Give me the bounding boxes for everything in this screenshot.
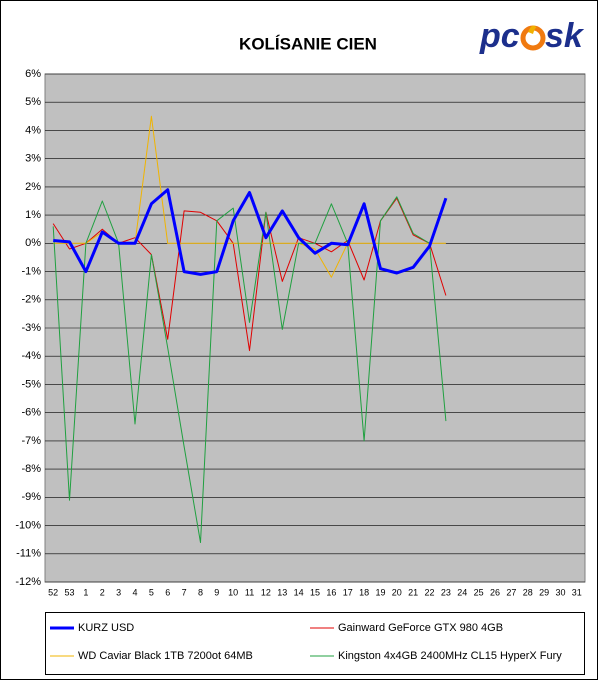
y-tick-label: 1% bbox=[25, 209, 41, 221]
x-tick-label: 25 bbox=[474, 587, 484, 597]
x-tick-label: 30 bbox=[555, 587, 565, 597]
y-tick-label: -3% bbox=[21, 322, 41, 334]
y-tick-label: -11% bbox=[16, 548, 41, 560]
x-tick-label: 28 bbox=[523, 587, 533, 597]
logo-flame bbox=[520, 25, 546, 51]
x-tick-label: 17 bbox=[343, 587, 353, 597]
y-tick-label: 5% bbox=[25, 96, 41, 108]
x-tick-label: 21 bbox=[408, 587, 418, 597]
x-tick-label: 53 bbox=[65, 587, 75, 597]
x-tick-label: 4 bbox=[132, 587, 137, 597]
x-tick-label: 10 bbox=[228, 587, 238, 597]
x-tick-label: 9 bbox=[214, 587, 219, 597]
legend-label: Gainward GeForce GTX 980 4GB bbox=[338, 622, 503, 634]
x-tick-label: 27 bbox=[506, 587, 516, 597]
x-tick-label: 14 bbox=[294, 587, 304, 597]
x-tick-label: 24 bbox=[457, 587, 467, 597]
x-tick-label: 23 bbox=[441, 587, 451, 597]
y-tick-label: -6% bbox=[21, 407, 41, 419]
y-tick-label: 6% bbox=[25, 68, 41, 80]
x-tick-label: 18 bbox=[359, 587, 369, 597]
x-tick-label: 16 bbox=[326, 587, 336, 597]
x-tick-label: 2 bbox=[100, 587, 105, 597]
y-tick-label: 0% bbox=[25, 237, 41, 249]
legend-label: Kingston 4x4GB 2400MHz CL15 HyperX Fury bbox=[338, 650, 562, 662]
y-tick-label: -1% bbox=[21, 265, 41, 277]
y-tick-label: -12% bbox=[15, 576, 41, 588]
logo-left: pc bbox=[479, 17, 520, 55]
legend bbox=[45, 612, 585, 675]
x-tick-label: 22 bbox=[425, 587, 435, 597]
y-tick-label: -10% bbox=[15, 519, 41, 531]
x-tick-label: 19 bbox=[375, 587, 385, 597]
series-line bbox=[53, 188, 448, 276]
x-tick-label: 8 bbox=[198, 587, 203, 597]
x-tick-label: 6 bbox=[165, 587, 170, 597]
x-tick-label: 11 bbox=[245, 587, 254, 597]
x-tick-label: 29 bbox=[539, 587, 549, 597]
x-tick-label: 13 bbox=[277, 587, 287, 597]
x-tick-label: 20 bbox=[392, 587, 402, 597]
legend-label: KURZ USD bbox=[78, 622, 134, 634]
x-tick-label: 3 bbox=[116, 587, 121, 597]
x-tick-label: 52 bbox=[48, 587, 58, 597]
y-tick-label: -8% bbox=[21, 463, 41, 475]
x-tick-label: 31 bbox=[572, 587, 582, 597]
x-tick-label: 26 bbox=[490, 587, 500, 597]
y-tick-label: -9% bbox=[21, 491, 41, 503]
y-tick-label: 3% bbox=[25, 153, 41, 165]
logo-right: sk bbox=[545, 17, 585, 55]
y-tick-label: 2% bbox=[25, 181, 41, 193]
x-tick-label: 5 bbox=[149, 587, 154, 597]
x-tick-label: 1 bbox=[83, 587, 88, 597]
x-tick-label: 12 bbox=[261, 587, 271, 597]
y-tick-label: -5% bbox=[21, 378, 41, 390]
legend-label: WD Caviar Black 1TB 7200ot 64MB bbox=[78, 650, 253, 662]
y-tick-label: -2% bbox=[21, 294, 41, 306]
x-tick-label: 15 bbox=[310, 587, 320, 597]
y-tick-label: 4% bbox=[25, 124, 41, 136]
x-tick-label: 7 bbox=[182, 587, 187, 597]
chart-title: KOLÍSANIE CIEN bbox=[239, 34, 377, 53]
y-tick-label: -4% bbox=[21, 350, 41, 362]
y-tick-label: -7% bbox=[21, 435, 41, 447]
